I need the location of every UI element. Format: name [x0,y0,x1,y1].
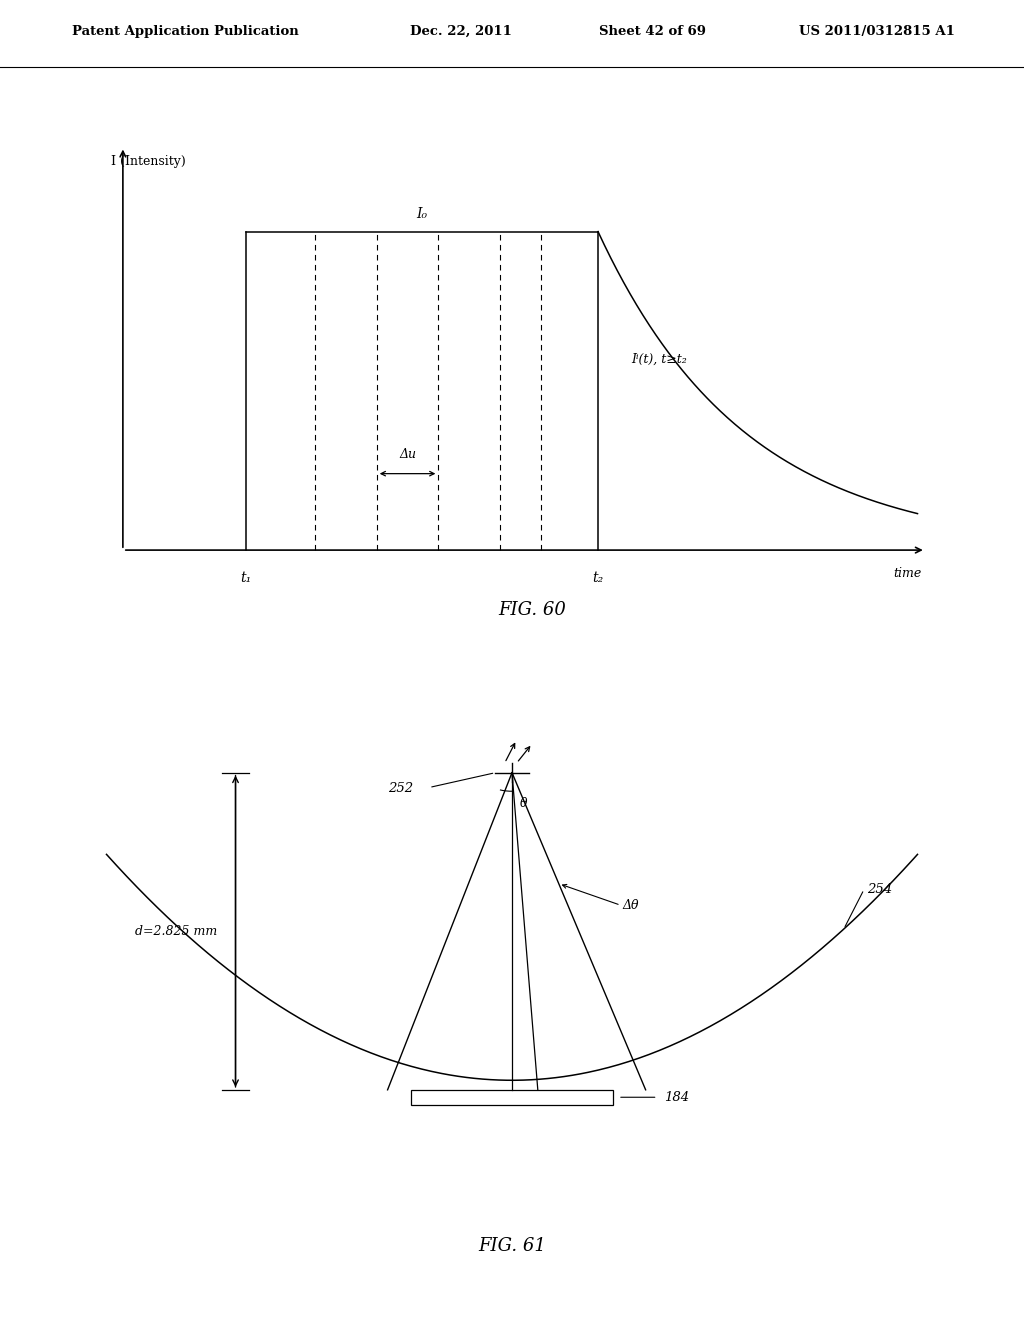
Text: US 2011/0312815 A1: US 2011/0312815 A1 [799,25,954,38]
Text: θ: θ [519,796,527,809]
Text: I₀: I₀ [417,207,427,220]
Text: 254: 254 [867,883,892,896]
Text: Δθ: Δθ [623,899,639,912]
Text: time: time [893,568,922,579]
Text: Dec. 22, 2011: Dec. 22, 2011 [410,25,511,38]
Text: Sheet 42 of 69: Sheet 42 of 69 [599,25,706,38]
Text: FIG. 61: FIG. 61 [478,1237,546,1255]
Text: t₁: t₁ [241,572,251,585]
Text: FIG. 60: FIG. 60 [499,601,566,619]
Text: Patent Application Publication: Patent Application Publication [72,25,298,38]
Text: Δu: Δu [399,447,416,461]
Text: Iⁱ(t), t≥t₂: Iⁱ(t), t≥t₂ [631,352,686,366]
Text: I (Intensity): I (Intensity) [111,156,185,168]
Text: d=2.825 mm: d=2.825 mm [135,925,217,937]
Text: 184: 184 [665,1090,689,1104]
Text: t₂: t₂ [593,572,603,585]
Text: 252: 252 [387,781,413,795]
